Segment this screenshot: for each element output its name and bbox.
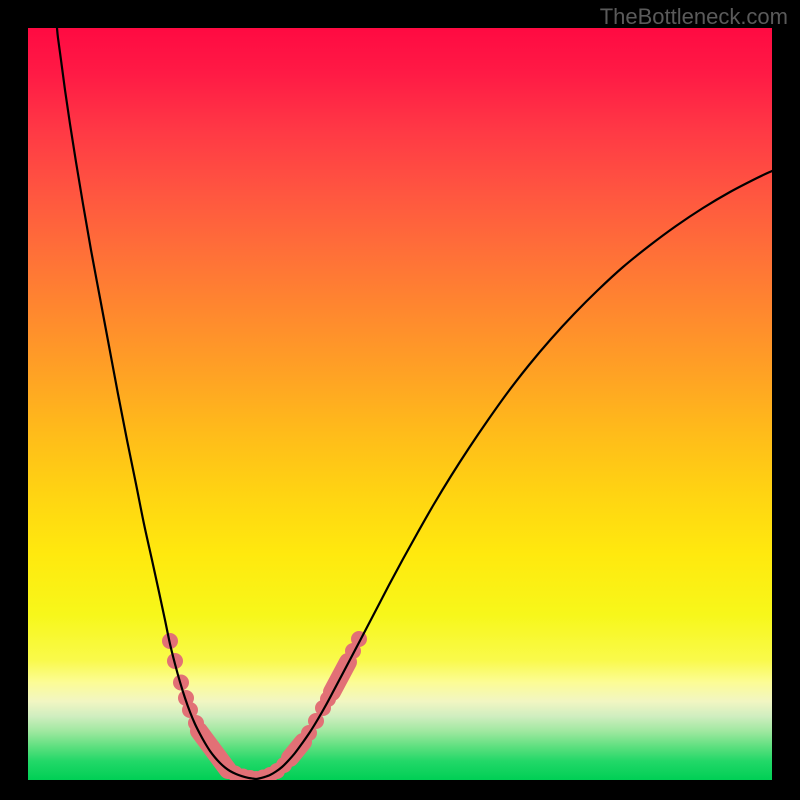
chart-svg: [0, 0, 800, 800]
attribution-label: TheBottleneck.com: [600, 4, 788, 30]
bottleneck-chart: TheBottleneck.com: [0, 0, 800, 800]
